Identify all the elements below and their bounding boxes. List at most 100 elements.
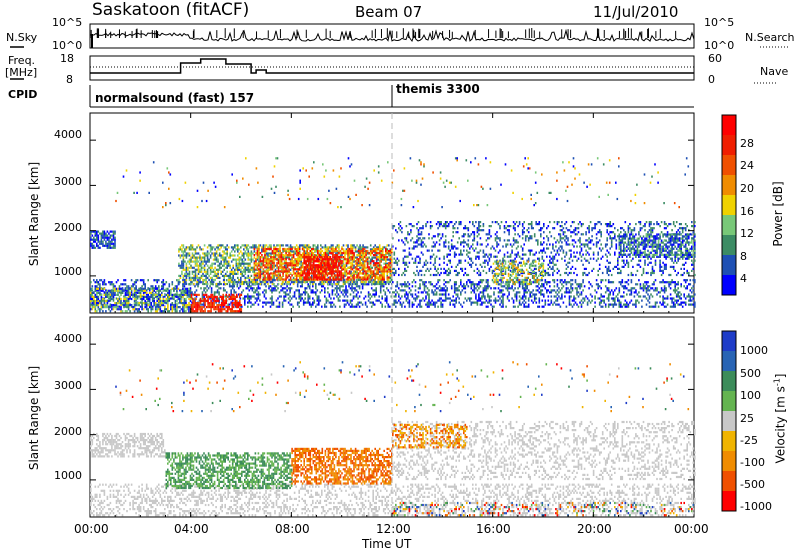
heatmap-cell	[231, 295, 233, 298]
heatmap-cell	[226, 310, 229, 313]
heatmap-cell	[109, 246, 112, 249]
heatmap-cell	[582, 297, 584, 300]
heatmap-cell	[214, 258, 216, 261]
heatmap-cell	[267, 274, 269, 277]
heatmap-cell	[94, 246, 97, 249]
heatmap-cell	[372, 262, 375, 265]
heatmap-cell	[258, 244, 260, 247]
heatmap-cell	[562, 281, 565, 284]
heatmap-cell	[93, 299, 95, 303]
heatmap-cell	[200, 287, 202, 290]
heatmap-cell	[326, 268, 328, 271]
heatmap-cell	[326, 252, 328, 255]
heatmap-cell	[297, 260, 299, 263]
heatmap-cell	[207, 306, 209, 309]
heatmap-cell	[307, 297, 309, 300]
heatmap-cell	[508, 293, 510, 296]
heatmap-cell	[579, 283, 581, 286]
heatmap-cell	[315, 254, 318, 257]
heatmap-cell	[151, 305, 154, 308]
heatmap-cell	[292, 250, 295, 253]
heatmap-cell	[103, 306, 106, 309]
heatmap-cell	[304, 293, 306, 296]
heatmap-cell	[363, 297, 365, 300]
heatmap-cell	[271, 260, 274, 263]
heatmap-cell	[276, 266, 278, 269]
heatmap-cell	[182, 291, 184, 294]
heatmap-cell	[281, 287, 284, 290]
heatmap-cell	[426, 301, 429, 304]
heatmap-cell	[407, 285, 409, 288]
heatmap-cell	[289, 291, 291, 294]
heatmap-cell	[188, 304, 190, 307]
heatmap-cell	[364, 295, 367, 298]
heatmap-cell	[273, 252, 275, 255]
heatmap-cell	[276, 247, 278, 251]
heatmap-cell	[268, 276, 271, 279]
heatmap-cell	[298, 250, 301, 253]
heatmap-cell	[333, 276, 336, 279]
heatmap-cell	[245, 287, 248, 290]
heatmap-cell	[604, 291, 607, 294]
heatmap-cell	[332, 256, 334, 259]
heatmap-cell	[556, 279, 559, 282]
heatmap-cell	[449, 303, 451, 306]
heatmap-cell	[316, 297, 319, 300]
heatmap-cell	[521, 287, 524, 290]
heatmap-cell	[356, 278, 358, 282]
heatmap-cell	[222, 308, 224, 311]
heatmap-cell	[447, 297, 450, 300]
heatmap-cell	[420, 305, 423, 308]
heatmap-cell	[154, 287, 157, 290]
heatmap-cell	[425, 285, 427, 288]
heatmap-cell	[304, 266, 307, 269]
heatmap-cell	[292, 276, 295, 279]
heatmap-cell	[321, 272, 324, 275]
heatmap-cell	[556, 293, 559, 296]
heatmap-cell	[285, 252, 287, 255]
heatmap-cell	[530, 295, 533, 298]
heatmap-cell	[285, 270, 287, 273]
heatmap-cell	[246, 244, 248, 247]
heatmap-cell	[114, 238, 116, 241]
heatmap-cell	[286, 276, 289, 279]
heatmap-cell	[589, 283, 592, 286]
heatmap-cell	[121, 302, 124, 305]
heatmap-cell	[253, 247, 256, 251]
heatmap-cell	[330, 244, 333, 247]
heatmap-cell	[473, 291, 476, 294]
heatmap-cell	[90, 295, 92, 298]
heatmap-cell	[105, 291, 107, 294]
heatmap-cell	[367, 299, 370, 302]
heatmap-cell	[289, 303, 291, 306]
heatmap-cell	[388, 280, 390, 284]
heatmap-cell	[629, 301, 631, 304]
heatmap-cell	[512, 299, 515, 302]
heatmap-cell	[650, 287, 652, 290]
heatmap-cell	[267, 260, 269, 263]
heatmap-cell	[328, 293, 331, 296]
heatmap-cell	[115, 289, 118, 292]
heatmap-cell	[94, 287, 97, 290]
heatmap-cell	[491, 305, 494, 308]
heatmap-cell	[135, 308, 137, 311]
heatmap-cell	[506, 295, 509, 298]
heatmap-cell	[312, 247, 315, 251]
heatmap-cell	[232, 306, 235, 309]
heatmap-cell	[642, 287, 645, 290]
heatmap-cell	[324, 291, 326, 294]
heatmap-cell	[118, 289, 121, 292]
heatmap-cell	[108, 297, 110, 300]
heatmap-cell	[338, 280, 340, 284]
heatmap-cell	[675, 283, 678, 286]
heatmap-cell	[624, 299, 627, 302]
heatmap-cell	[230, 276, 233, 279]
heatmap-cell	[231, 299, 234, 302]
heatmap-cell	[282, 258, 284, 261]
heatmap-cell	[141, 304, 143, 307]
heatmap-cell	[354, 256, 357, 259]
heatmap-cell	[285, 274, 287, 277]
heatmap-cell	[216, 308, 218, 311]
heatmap-cell	[568, 291, 571, 294]
heatmap-cell	[252, 268, 254, 271]
